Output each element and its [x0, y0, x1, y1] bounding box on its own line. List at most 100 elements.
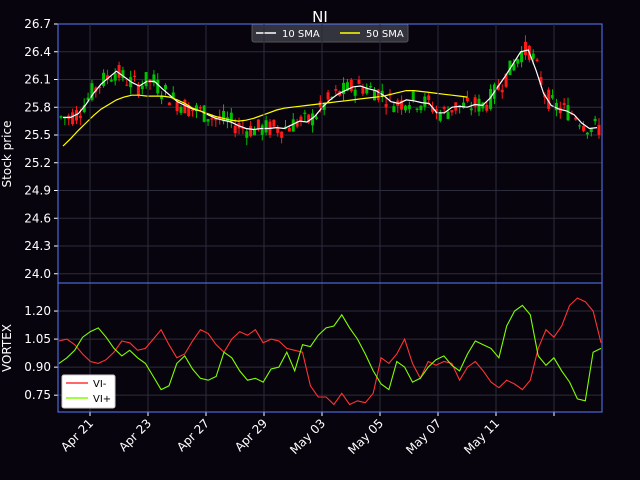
candle-body — [593, 118, 597, 122]
candle-body — [233, 125, 237, 134]
candle-body — [314, 117, 318, 119]
candle-body — [295, 121, 299, 127]
chart-title: NI — [312, 8, 328, 26]
price-legend-label: 50 SMA — [366, 29, 404, 40]
candle-body — [558, 107, 562, 114]
candle-body — [280, 131, 284, 138]
candle-body — [473, 97, 477, 107]
candle-body — [415, 108, 419, 110]
candle-body — [326, 92, 330, 100]
candle-body — [520, 51, 524, 63]
candle-body — [291, 119, 295, 132]
candle-body — [117, 64, 121, 78]
price-y-tick-label: 24.0 — [24, 267, 51, 281]
vortex-legend-label: VI- — [93, 379, 107, 390]
candle-body — [253, 128, 257, 136]
candle-body — [512, 63, 516, 71]
candle-body — [469, 108, 473, 111]
price-y-tick-label: 26.4 — [24, 45, 51, 59]
candle-body — [438, 112, 442, 121]
candle-body — [260, 125, 264, 135]
candle-body — [256, 119, 260, 129]
candle-body — [245, 131, 249, 138]
candle-body — [345, 82, 349, 91]
candle-body — [202, 105, 206, 122]
candle-body — [365, 87, 369, 94]
candlesticks — [59, 35, 601, 146]
candle-body — [175, 102, 179, 112]
candle-body — [105, 75, 109, 80]
candle-body — [179, 106, 183, 113]
vortex-line-vi-minus — [58, 297, 602, 406]
candle-body — [287, 127, 291, 132]
candle-body — [349, 79, 353, 91]
candle-body — [71, 112, 75, 125]
candle-body — [322, 103, 326, 110]
candle-body — [539, 77, 543, 85]
candle-body — [357, 79, 361, 84]
vortex-legend-label: VI+ — [93, 394, 111, 405]
candle-body — [125, 84, 129, 86]
candle-body — [450, 110, 454, 113]
candle-body — [167, 102, 171, 106]
candle-body — [547, 89, 551, 109]
candle-body — [353, 89, 357, 96]
candle-body — [330, 97, 334, 99]
vortex-line-vi-plus — [58, 304, 602, 402]
candle-body — [411, 91, 415, 101]
candle-body — [113, 73, 117, 81]
vortex-y-tick-label: 0.75 — [24, 388, 51, 402]
candle-body — [531, 53, 535, 59]
price-legend: 10 SMA 50 SMA — [251, 23, 409, 43]
candle-body — [307, 114, 311, 123]
candle-body — [582, 126, 586, 131]
candle-body — [144, 72, 148, 87]
candle-body — [194, 105, 198, 112]
candle-body — [585, 132, 589, 135]
candle-body — [109, 79, 113, 82]
vortex-y-tick-label: 0.90 — [24, 360, 51, 374]
candle-body — [489, 89, 493, 109]
candle-body — [403, 105, 407, 111]
candle-body — [59, 116, 63, 118]
candle-body — [462, 102, 466, 109]
candle-body — [264, 120, 268, 133]
candle-body — [206, 119, 210, 122]
candle-body — [303, 112, 307, 114]
candle-body — [500, 89, 504, 93]
candle-body — [164, 85, 168, 90]
candle-body — [102, 72, 106, 86]
candle-body — [198, 107, 202, 109]
candle-body — [597, 124, 601, 135]
candle-body — [442, 107, 446, 109]
candle-body — [222, 110, 226, 122]
candle-body — [187, 105, 191, 117]
candle-body — [241, 127, 245, 129]
candle-body — [380, 90, 384, 96]
price-y-tick-label: 25.2 — [24, 156, 51, 170]
price-panel: 24.0 24.3 24.6 24.9 25.2 25.5 25.8 26.1 26.4 26.7… — [24, 17, 603, 284]
candle-body — [376, 89, 380, 101]
candle-body — [465, 97, 469, 102]
candle-body — [191, 109, 195, 112]
candle-body — [276, 128, 280, 133]
candle-body — [140, 85, 144, 90]
candle-body — [121, 70, 125, 79]
price-legend-label: 10 SMA — [282, 29, 320, 40]
candle-body — [504, 73, 508, 87]
candle-body — [183, 99, 187, 114]
candle-body — [342, 82, 346, 94]
candle-body — [299, 116, 303, 122]
candle-body — [373, 90, 377, 101]
candle-body — [369, 86, 373, 88]
candle-body — [423, 96, 427, 107]
price-y-tick-label: 25.8 — [24, 100, 51, 114]
price-y-tick-label: 24.3 — [24, 239, 51, 253]
candle-body — [431, 107, 435, 112]
candle-body — [485, 104, 489, 111]
sma-line-10 — [63, 49, 598, 131]
candle-body — [578, 125, 582, 127]
candle-body — [78, 115, 82, 119]
candle-body — [496, 85, 500, 91]
